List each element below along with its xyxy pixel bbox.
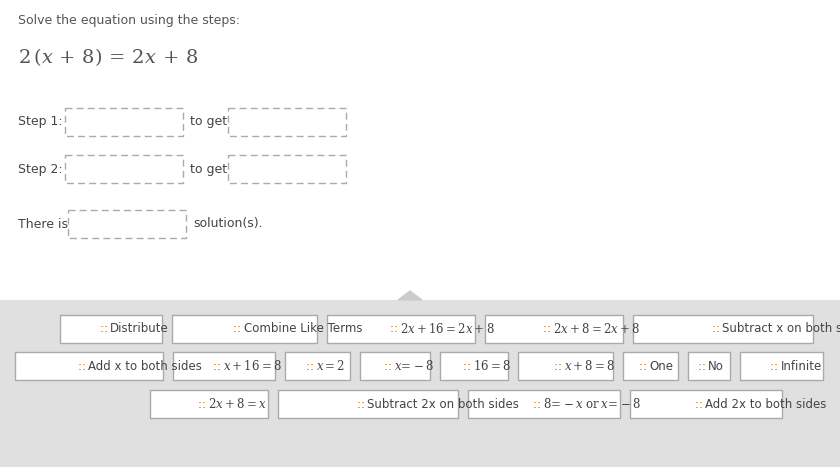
- FancyBboxPatch shape: [60, 315, 162, 343]
- Text: Add x to both sides: Add x to both sides: [88, 360, 202, 373]
- FancyBboxPatch shape: [278, 390, 458, 418]
- Text: ::: ::: [543, 323, 553, 335]
- Text: ::: ::: [533, 397, 543, 410]
- Text: ::: ::: [639, 360, 649, 373]
- FancyBboxPatch shape: [360, 352, 430, 380]
- Text: $x\!=\!-8$: $x\!=\!-8$: [394, 359, 434, 373]
- Text: ::: ::: [770, 360, 780, 373]
- Text: One: One: [649, 360, 674, 373]
- Text: ::: ::: [698, 360, 708, 373]
- Text: Step 2:: Step 2:: [18, 163, 63, 176]
- Text: $x+16=8$: $x+16=8$: [223, 359, 281, 373]
- Text: ::: ::: [390, 323, 400, 335]
- Text: Subtract 2x on both sides: Subtract 2x on both sides: [367, 397, 519, 410]
- Text: $8\!=\!-x\;\mathrm{or}\;x\!=\!-8$: $8\!=\!-x\;\mathrm{or}\;x\!=\!-8$: [543, 397, 641, 411]
- FancyBboxPatch shape: [468, 390, 620, 418]
- Text: Distribute: Distribute: [110, 323, 169, 335]
- Text: ::: ::: [306, 360, 317, 373]
- Text: $x+8=8$: $x+8=8$: [564, 359, 616, 373]
- FancyBboxPatch shape: [518, 352, 613, 380]
- Text: ::: ::: [695, 397, 705, 410]
- FancyBboxPatch shape: [740, 352, 823, 380]
- Polygon shape: [398, 291, 422, 300]
- FancyBboxPatch shape: [630, 390, 782, 418]
- Text: $2x+16=2x+8$: $2x+16=2x+8$: [400, 322, 495, 336]
- FancyBboxPatch shape: [623, 352, 678, 380]
- Text: Combine Like Terms: Combine Like Terms: [244, 323, 362, 335]
- Text: to get: to get: [190, 163, 227, 176]
- Text: No: No: [708, 360, 724, 373]
- Text: ::: ::: [554, 360, 564, 373]
- Text: to get: to get: [190, 115, 227, 128]
- Text: ::: ::: [197, 397, 208, 410]
- Text: solution(s).: solution(s).: [193, 218, 263, 231]
- FancyBboxPatch shape: [173, 352, 275, 380]
- FancyBboxPatch shape: [327, 315, 475, 343]
- Text: Step 1:: Step 1:: [18, 115, 63, 128]
- FancyBboxPatch shape: [150, 390, 268, 418]
- FancyBboxPatch shape: [68, 210, 186, 238]
- Text: ::: ::: [234, 323, 244, 335]
- FancyBboxPatch shape: [440, 352, 508, 380]
- FancyBboxPatch shape: [285, 352, 350, 380]
- Text: ::: ::: [100, 323, 110, 335]
- Text: There is: There is: [18, 218, 68, 231]
- Text: Solve the equation using the steps:: Solve the equation using the steps:: [18, 14, 240, 27]
- Text: ::: ::: [711, 323, 722, 335]
- Text: ::: ::: [357, 397, 367, 410]
- Text: $16=8$: $16=8$: [473, 359, 511, 373]
- FancyBboxPatch shape: [172, 315, 317, 343]
- Text: ::: ::: [77, 360, 88, 373]
- Text: $x=2$: $x=2$: [317, 359, 346, 373]
- FancyBboxPatch shape: [15, 352, 163, 380]
- FancyBboxPatch shape: [65, 155, 183, 183]
- Text: Add 2x to both sides: Add 2x to both sides: [705, 397, 827, 410]
- FancyBboxPatch shape: [485, 315, 623, 343]
- FancyBboxPatch shape: [228, 108, 346, 136]
- FancyBboxPatch shape: [65, 108, 183, 136]
- Bar: [0, 300, 840, 467]
- Text: Infinite: Infinite: [780, 360, 822, 373]
- FancyBboxPatch shape: [688, 352, 730, 380]
- Text: ::: ::: [213, 360, 223, 373]
- Text: ::: ::: [463, 360, 473, 373]
- Text: $2x+8=2x+8$: $2x+8=2x+8$: [553, 322, 640, 336]
- Text: $2x+8=x$: $2x+8=x$: [208, 397, 266, 411]
- FancyBboxPatch shape: [633, 315, 813, 343]
- Text: Subtract x on both sides: Subtract x on both sides: [722, 323, 840, 335]
- Text: ::: ::: [384, 360, 394, 373]
- Text: $2\,(x\,+\,8)\,=\,2x\,+\,8$: $2\,(x\,+\,8)\,=\,2x\,+\,8$: [18, 46, 198, 68]
- FancyBboxPatch shape: [228, 155, 346, 183]
